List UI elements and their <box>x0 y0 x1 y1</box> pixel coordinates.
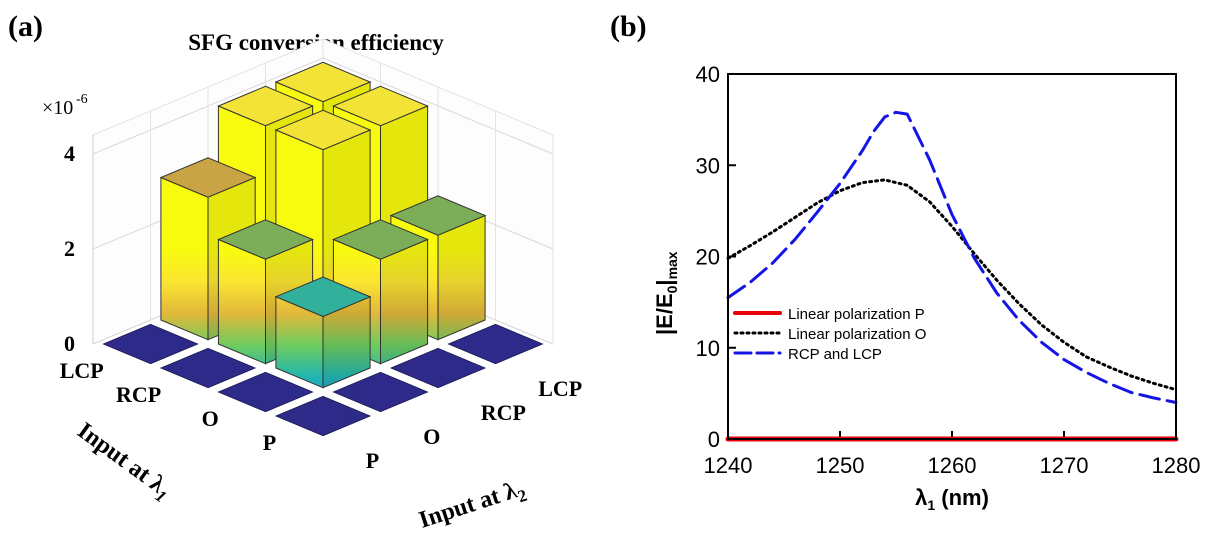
series-line <box>726 110 1178 404</box>
floor-tile <box>217 371 314 413</box>
x-tick-label: 1260 <box>928 453 977 478</box>
chart-b-ticks: 1240 1250 1260 1270 1280 0 10 20 30 40 <box>696 62 1201 478</box>
y-tick-label: 10 <box>696 336 720 361</box>
y-tick-label: P <box>366 448 379 473</box>
chart-a-bars <box>159 61 487 389</box>
bar-top <box>274 276 372 317</box>
bar-face-left <box>217 238 266 365</box>
z-axis-multiplier: ×10 -6 <box>42 92 88 119</box>
z-multiplier-text: ×10 <box>42 97 73 119</box>
bar-top <box>217 85 314 127</box>
x-tick-label: LCP <box>60 358 104 383</box>
floor-tile <box>274 395 372 437</box>
panel-b: (b) 1240 1250 1260 1270 1280 0 10 20 30 40 Linear… <box>610 0 1218 532</box>
bar-top <box>159 157 257 198</box>
x-axis-title: λ1 (nm) <box>915 485 989 513</box>
bar-top <box>332 219 429 260</box>
x-tick-label: 1240 <box>704 453 753 478</box>
line-chart: (b) 1240 1250 1260 1270 1280 0 10 20 30 40 Linear… <box>610 10 1201 513</box>
y-tick-label: RCP <box>481 400 526 425</box>
x-tick-label: 1270 <box>1040 453 1089 478</box>
panel-a-label: (a) <box>8 10 43 43</box>
y-axis-title: |E/E0|max <box>652 251 680 335</box>
x-axis-title: Input at λ1 <box>70 418 176 507</box>
y-tick-label: LCP <box>538 376 582 401</box>
y-tick-label: 20 <box>696 245 720 270</box>
bar3d-chart: (a) SFG conversion efficiency ×10 -6 024… <box>8 10 583 534</box>
floor-tile <box>159 347 257 389</box>
bar-face-left <box>160 176 209 341</box>
floor-tile <box>389 347 487 389</box>
legend-label: RCP and LCP <box>788 346 882 363</box>
chart-a-floor <box>102 323 544 437</box>
legend-label: Linear polarization P <box>788 306 925 323</box>
chart-b-lines <box>725 110 1179 442</box>
plot-frame <box>727 73 1177 440</box>
z-tick-label: 0 <box>64 331 75 356</box>
bar-top <box>332 85 429 127</box>
y-axis-title: Input at λ2 <box>416 475 530 532</box>
bar-top <box>274 61 372 103</box>
bar-top <box>389 195 487 236</box>
panel-b-label: (b) <box>610 10 647 43</box>
legend-label: Linear polarization O <box>788 326 926 343</box>
bar-top <box>274 109 372 151</box>
x-tick-label: 1250 <box>816 453 865 478</box>
legend: Linear polarization P Linear polarization… <box>733 306 926 363</box>
x-tick-labels: P O RCP LCP <box>60 358 277 455</box>
bar3d <box>274 276 372 389</box>
z-tick-label: 4 <box>64 141 75 166</box>
x-tick-label: O <box>202 406 219 431</box>
x-tick-label: 1280 <box>1152 453 1201 478</box>
bar-face-shade <box>380 239 428 364</box>
series-line <box>726 178 1178 392</box>
y-tick-label: 40 <box>696 62 720 87</box>
floor-tile <box>102 323 199 365</box>
z-multiplier-exponent: -6 <box>76 92 88 107</box>
y-tick-labels: P O RCP LCP <box>366 376 583 473</box>
y-tick-label: O <box>423 424 440 449</box>
y-tick-label: 0 <box>708 427 720 452</box>
z-gridline <box>92 57 554 155</box>
x-tick-label: P <box>263 430 276 455</box>
x-tick-label: RCP <box>116 382 161 407</box>
bar-face-shade <box>438 215 486 340</box>
bar-face-shade <box>323 296 371 388</box>
floor-tile <box>332 371 429 413</box>
z-tick-labels: 0 2 4 <box>64 141 75 356</box>
y-tick-label: 30 <box>696 153 720 178</box>
floor-tile <box>447 323 544 365</box>
z-tick-label: 2 <box>64 236 75 261</box>
bar-top <box>217 219 314 260</box>
